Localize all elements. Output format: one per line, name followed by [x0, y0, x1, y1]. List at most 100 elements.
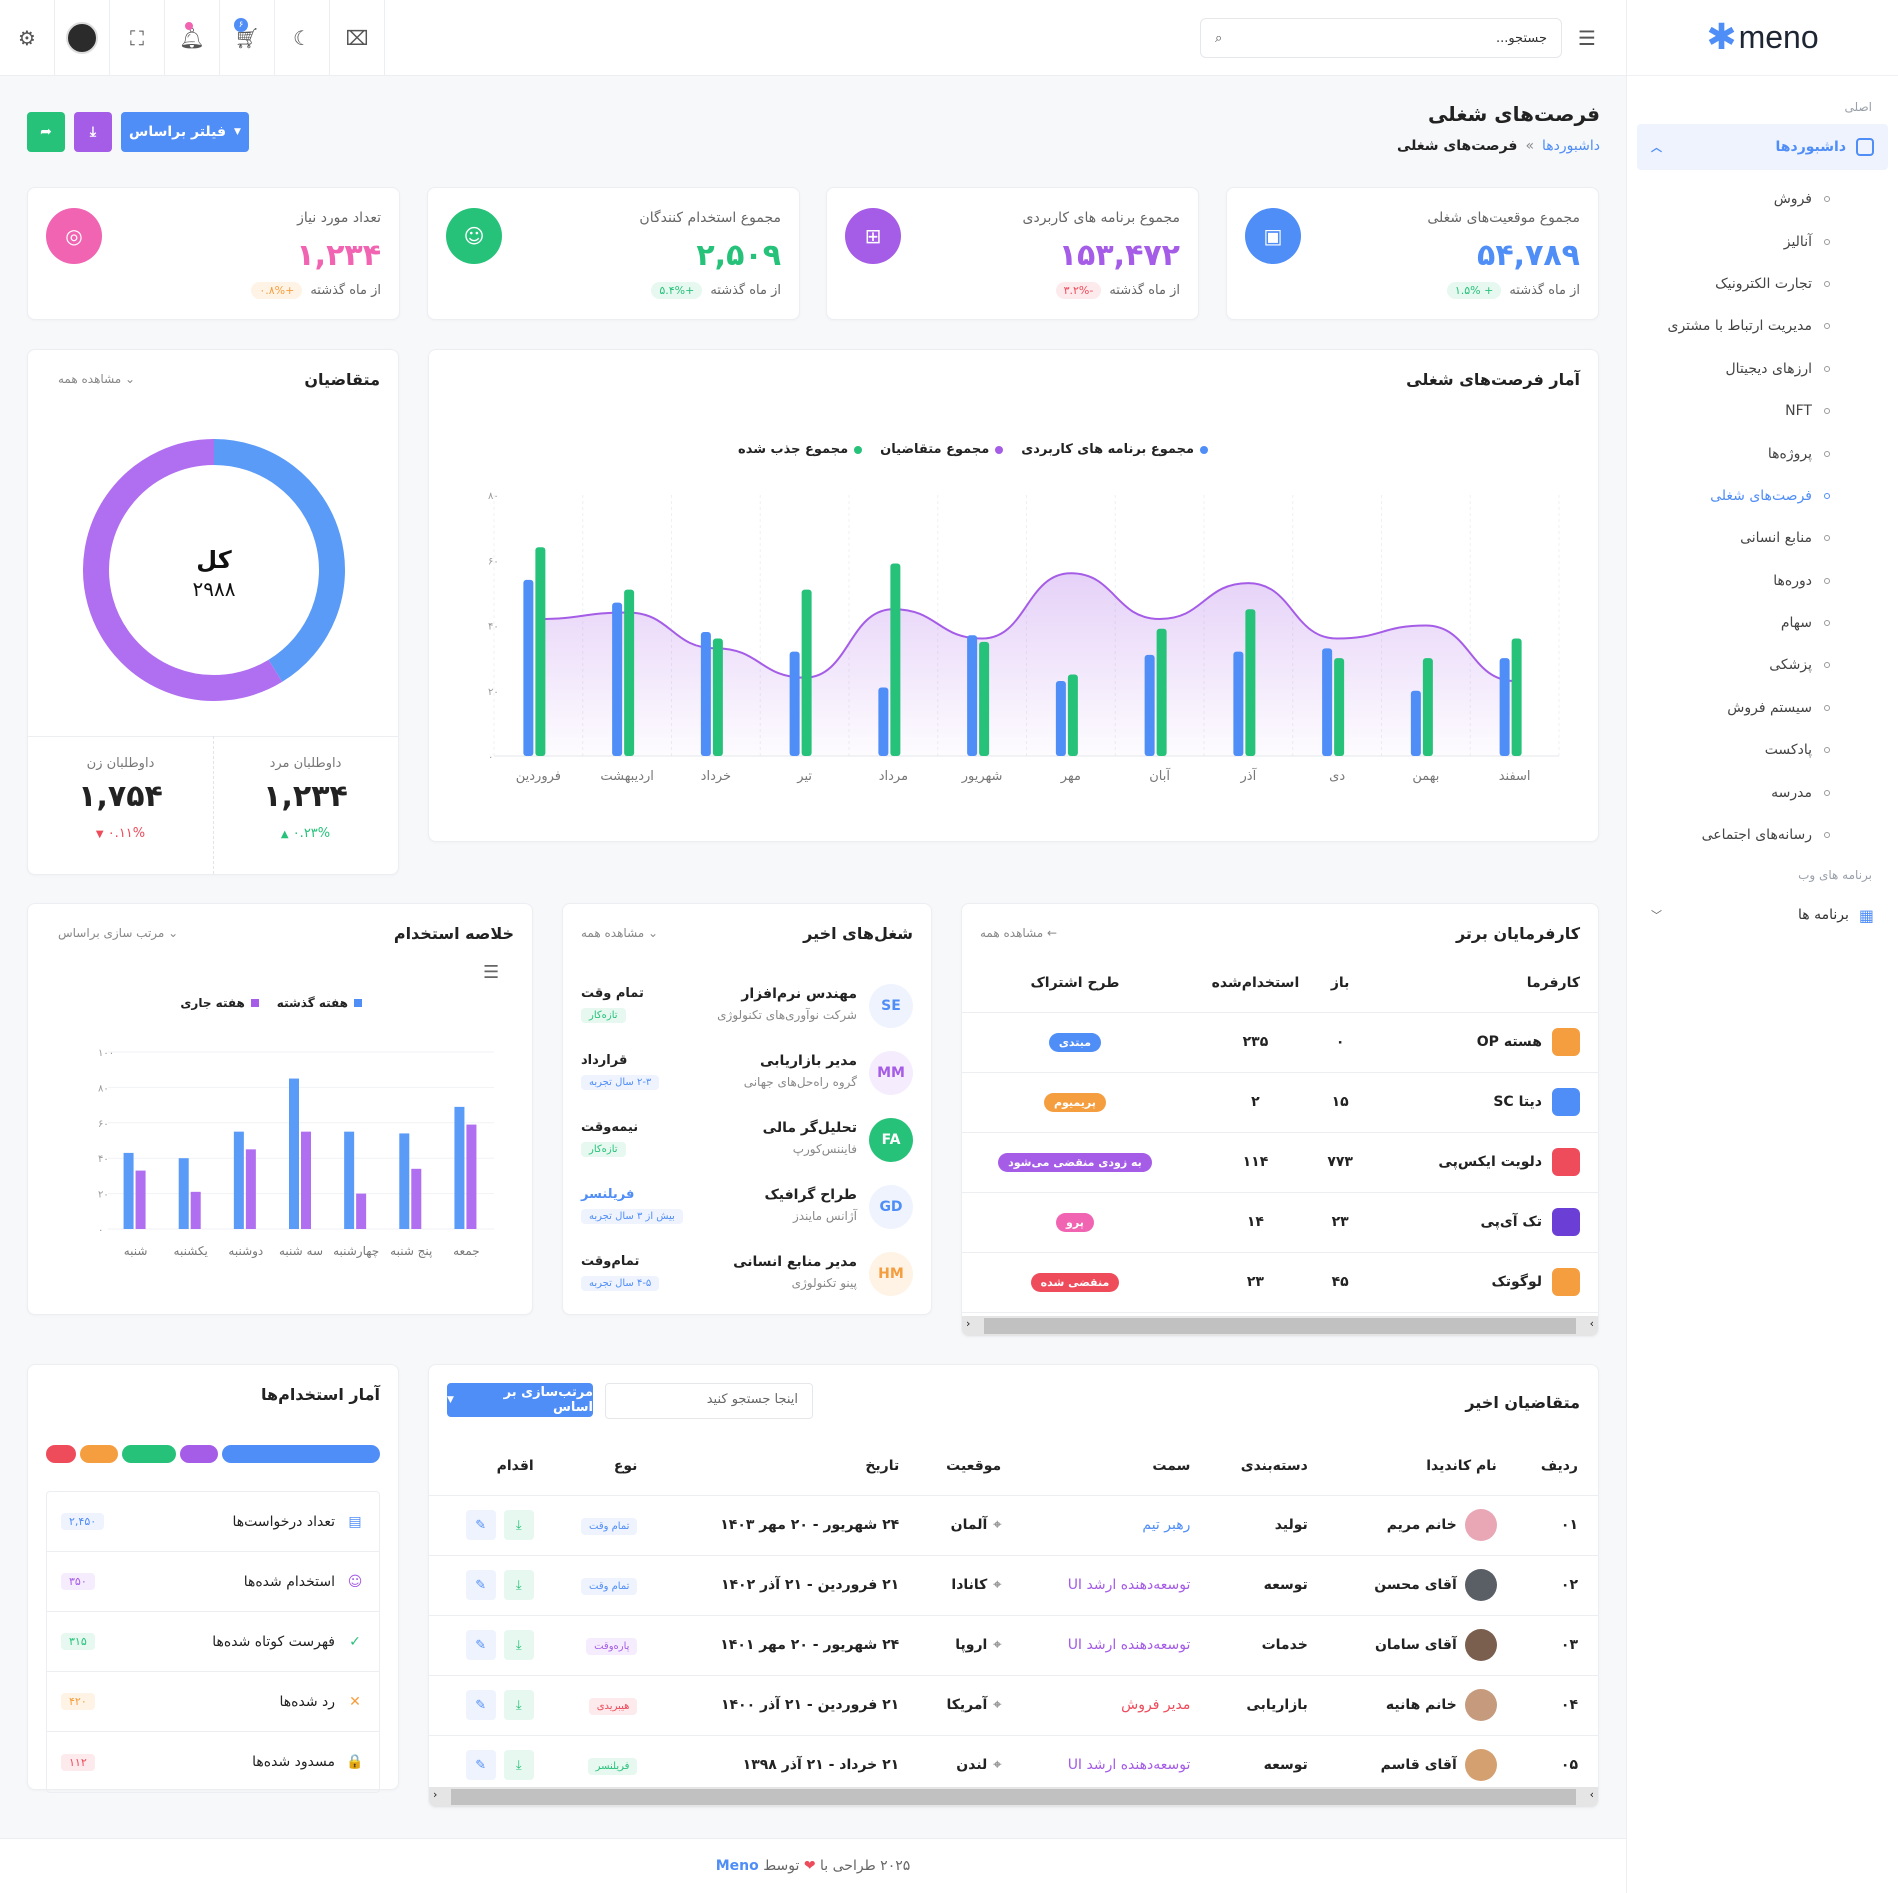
sidebar-subitem[interactable]: رسانه‌های اجتماعی: [1627, 814, 1898, 856]
scrollbar-thumb[interactable]: [984, 1318, 1576, 1334]
download-icon[interactable]: ⤓: [503, 1510, 534, 1540]
sidebar-subitem[interactable]: مدرسه: [1627, 771, 1898, 813]
edit-icon[interactable]: ✎: [465, 1510, 496, 1540]
scroll-left-icon[interactable]: ‹: [433, 1788, 438, 1801]
y-tick-label: ۲۰: [98, 1190, 109, 1201]
stat-label: مجموع برنامه های کاربردی: [1022, 210, 1180, 226]
share-button[interactable]: ➦: [27, 112, 65, 152]
sidebar-subitem[interactable]: آنالیز: [1627, 220, 1898, 262]
sidebar-subitem[interactable]: فروش: [1627, 178, 1898, 220]
sidebar-subitem[interactable]: دوره‌ها: [1627, 560, 1898, 602]
horizontal-scrollbar[interactable]: ‹ ›: [962, 1316, 1598, 1336]
cart-icon[interactable]: 🛒︎ ۶: [220, 0, 275, 76]
open-cell: ۱۵: [1331, 1094, 1349, 1110]
list-item[interactable]: GD طراح گرافیک آژانس مایندز فریلنسر بیش …: [581, 1179, 913, 1235]
profile-button[interactable]: [55, 0, 110, 76]
sidebar-subitem[interactable]: NFT: [1627, 390, 1898, 432]
donut-slice-male: [213, 439, 345, 682]
category-cell: تولید: [1202, 1495, 1320, 1556]
scroll-left-icon[interactable]: ‹: [966, 1317, 971, 1330]
location-cell: ⌖اروپا: [911, 1615, 1014, 1676]
table-row[interactable]: لوگوتک ۴۵ ۲۳ منقضی شده: [962, 1252, 1598, 1312]
type-badge: هیبریدی: [588, 1698, 638, 1715]
applicants-view-all[interactable]: ⌄ مشاهده همه: [58, 372, 136, 386]
stat-card: مجموع موقعیت‌های شغلی ۵۴,۷۸۹ از ماه گذشت…: [1226, 187, 1599, 320]
sidebar-item-dashboards[interactable]: داشبوردها ︿: [1637, 124, 1888, 170]
employers-view-all[interactable]: ← مشاهده همه: [980, 926, 1058, 940]
download-icon[interactable]: ⤓: [503, 1630, 534, 1660]
bar-last-week: [399, 1133, 410, 1229]
y-tick-label: ۶۰: [98, 1119, 109, 1130]
search-box[interactable]: جستجو... ⌕: [1200, 18, 1562, 58]
sidebar-subitem[interactable]: سیستم فروش: [1627, 687, 1898, 729]
sidebar-subitem[interactable]: پروژه‌ها: [1627, 432, 1898, 474]
sidebar-subitem[interactable]: سهام: [1627, 602, 1898, 644]
bar-hired: [1334, 658, 1345, 756]
settings-icon[interactable]: ⚙: [0, 0, 55, 76]
sidebar-subitem[interactable]: تجارت الکترونیک: [1627, 263, 1898, 305]
logo[interactable]: ✱ meno: [1627, 0, 1898, 76]
sidebar-subitem[interactable]: پادکست: [1627, 729, 1898, 771]
hire-progress-bar: [46, 1445, 380, 1463]
table-row[interactable]: هسته OP ۰ ۲۳۵ مبتدی: [962, 1012, 1598, 1072]
search-input[interactable]: جستجو...: [1495, 30, 1547, 46]
list-item[interactable]: HM مدیر منابع انسانی پینو تکنولوژی تمام‌…: [581, 1246, 913, 1302]
sidebar-item-apps[interactable]: ▦ برنامه ها ﹀: [1637, 892, 1888, 938]
table-row[interactable]: دیتا SC ۱۵ ۲ پریمیوم: [962, 1072, 1598, 1132]
list-item[interactable]: SE مهندس نرم‌افزار شرکت نوآوری‌های تکنول…: [581, 978, 913, 1034]
legend-item[interactable]: هفته جاری: [180, 996, 259, 1010]
scroll-right-icon[interactable]: ›: [1589, 1317, 1594, 1330]
female-stat: داوطلبان زن ۱,۷۵۴ ۰.۱۱% ▼: [28, 756, 213, 841]
candidate-cell: خانم هانیه: [1319, 1675, 1509, 1736]
sidebar-subitem[interactable]: ارزهای دیجیتال: [1627, 348, 1898, 390]
table-row[interactable]: ۰۱ خانم مریم تولید رهبر تیم ⌖آلمان ۲۴ شه…: [429, 1495, 1598, 1556]
bar-last-week: [289, 1078, 299, 1229]
fullscreen-icon[interactable]: ⛶: [110, 0, 165, 76]
filter-button[interactable]: ▼ فیلتر براساس: [121, 112, 249, 152]
menu-toggle-icon[interactable]: ☰: [1578, 26, 1596, 50]
table-row[interactable]: تک آی‌پی ۲۳ ۱۴ پرو: [962, 1192, 1598, 1252]
legend-item[interactable]: مجموع جذب شده: [738, 442, 863, 457]
bullet-icon: [1824, 408, 1830, 415]
hiring-summary-sort[interactable]: ⌄ مرتب سازی براساس: [58, 926, 179, 940]
edit-icon[interactable]: ✎: [465, 1570, 496, 1600]
edit-icon[interactable]: ✎: [465, 1630, 496, 1660]
applicants-search-input[interactable]: اینجا جستجو کنید: [605, 1383, 813, 1419]
sidebar-subitem[interactable]: پزشکی: [1627, 644, 1898, 686]
legend-item[interactable]: مجموع متقاضیان: [880, 442, 1004, 457]
hired-cell: ۲۳۵: [1242, 1034, 1269, 1050]
sidebar-subitem[interactable]: منابع انسانی: [1627, 517, 1898, 559]
legend-item[interactable]: هفته گذشته: [277, 996, 362, 1010]
table-row[interactable]: ۰۵ آقای قاسم توسعه توسعه‌دهنده ارشد UI ⌖…: [429, 1735, 1598, 1796]
edit-icon[interactable]: ✎: [465, 1750, 496, 1780]
table-row[interactable]: ۰۲ آقای محسن توسعه توسعه‌دهنده ارشد UI ⌖…: [429, 1555, 1598, 1616]
edit-icon[interactable]: ✎: [465, 1690, 496, 1720]
legend-item[interactable]: مجموع برنامه های کاربردی: [1021, 442, 1208, 457]
scrollbar-thumb[interactable]: [451, 1789, 1576, 1805]
dark-mode-icon[interactable]: ☾: [275, 0, 330, 76]
horizontal-scrollbar[interactable]: ‹ ›: [429, 1787, 1598, 1807]
scroll-right-icon[interactable]: ›: [1589, 1788, 1594, 1801]
download-button[interactable]: ⤓: [74, 112, 112, 152]
chart-menu-icon[interactable]: ☰: [483, 962, 500, 983]
download-icon[interactable]: ⤓: [503, 1690, 534, 1720]
stat-label: استخدام شده‌ها: [243, 1573, 335, 1590]
sidebar-subitem[interactable]: فرصت‌های شغلی: [1627, 475, 1898, 517]
search-icon: ⌕: [1215, 30, 1223, 46]
table-row[interactable]: ۰۳ آقای سامان خدمات توسعه‌دهنده ارشد UI …: [429, 1615, 1598, 1676]
list-item[interactable]: FA تحلیل‌گر مالی فایننس‌کورپ نیمه‌وقت تا…: [581, 1112, 913, 1168]
sidebar-subitem[interactable]: مدیریت ارتباط با مشتری: [1627, 305, 1898, 347]
bar-hired: [1422, 658, 1433, 756]
table-row[interactable]: دلویت ایکس‌پی ۷۷۳ ۱۱۴ به زودی منقضی می‌ش…: [962, 1132, 1598, 1192]
company-avatar: SE: [869, 984, 913, 1028]
list-item[interactable]: MM مدیر بازاریابی گروه راه‌حل‌های جهانی …: [581, 1045, 913, 1101]
footer-brand[interactable]: Meno: [715, 1858, 759, 1874]
sort-button[interactable]: مرتب‌سازی بر اساس ▼: [447, 1383, 593, 1417]
breadcrumb-parent[interactable]: داشبوردها: [1542, 138, 1600, 154]
table-row[interactable]: ۰۴ خانم هانیه بازاریابی مدیر فروش ⌖آمریک…: [429, 1675, 1598, 1736]
recent-jobs-view-all[interactable]: ⌄ مشاهده همه: [581, 926, 659, 940]
notification-icon[interactable]: 🔔︎: [165, 0, 220, 76]
language-icon[interactable]: ⌧: [330, 0, 385, 76]
download-icon[interactable]: ⤓: [503, 1750, 534, 1780]
download-icon[interactable]: ⤓: [503, 1570, 534, 1600]
